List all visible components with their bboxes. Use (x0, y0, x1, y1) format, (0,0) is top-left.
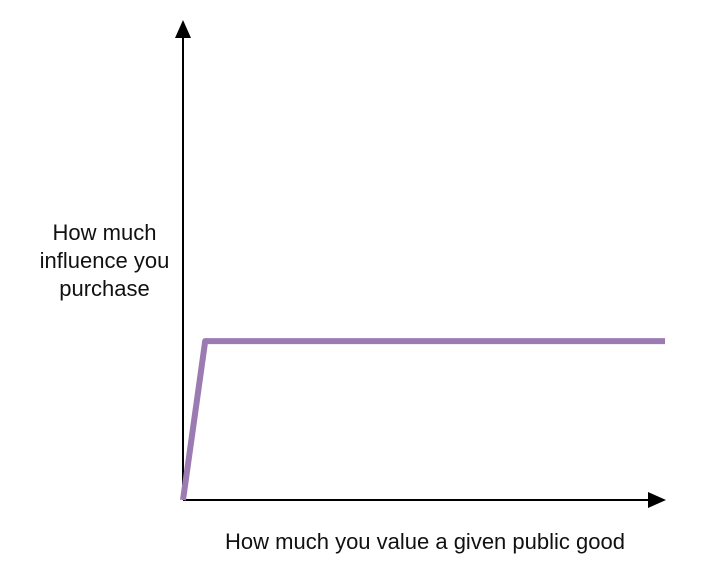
x-axis (183, 492, 666, 508)
x-axis-label: How much you value a given public good (225, 529, 625, 554)
y-axis-arrowhead-icon (175, 20, 191, 38)
y-axis-label-line: influence you (39, 248, 170, 273)
y-axis-label-line: purchase (59, 276, 150, 301)
x-axis-arrowhead-icon (648, 492, 666, 508)
series-line-0 (180, 338, 665, 501)
y-axis-label: How much influence you purchase (22, 219, 187, 303)
series-layer (180, 338, 665, 501)
y-axis (175, 20, 191, 500)
y-axis-label-line: How much (52, 220, 157, 245)
